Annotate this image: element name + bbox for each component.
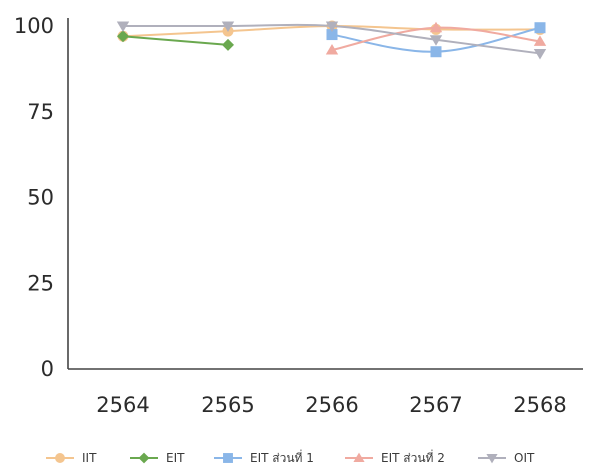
legend-marker bbox=[55, 453, 65, 463]
data-point bbox=[325, 44, 339, 55]
x-tick-label: 2568 bbox=[513, 393, 566, 417]
x-tick-label: 2567 bbox=[409, 393, 462, 417]
legend: IIT EIT EIT ส่วนที่ 1 EIT ส่วนที่ 2 OIT bbox=[46, 449, 535, 465]
legend-label: OIT bbox=[514, 451, 535, 465]
legend-item: IIT bbox=[46, 451, 97, 465]
legend-label: EIT bbox=[166, 451, 185, 465]
x-tick-label: 2564 bbox=[96, 393, 149, 417]
series-3 bbox=[325, 21, 547, 55]
legend-item: EIT ส่วนที่ 2 bbox=[345, 449, 445, 465]
legend-marker bbox=[223, 453, 233, 463]
y-tick-label: 100 bbox=[14, 14, 54, 38]
legend-marker bbox=[353, 452, 365, 463]
legend-label: EIT ส่วนที่ 1 bbox=[250, 449, 314, 465]
x-tick-label: 2566 bbox=[305, 393, 358, 417]
series-2 bbox=[326, 22, 546, 58]
data-point bbox=[533, 35, 547, 46]
data-point bbox=[430, 46, 442, 58]
data-point bbox=[533, 48, 547, 60]
series-1 bbox=[117, 30, 234, 51]
y-tick-label: 0 bbox=[41, 357, 54, 381]
x-tick-label: 2565 bbox=[201, 393, 254, 417]
data-point bbox=[222, 38, 234, 51]
legend-item: EIT ส่วนที่ 1 bbox=[214, 449, 314, 465]
legend-marker bbox=[486, 453, 498, 464]
series-layer bbox=[116, 20, 547, 60]
y-tick-label: 75 bbox=[27, 100, 54, 124]
data-point bbox=[429, 21, 443, 33]
legend-item: EIT bbox=[130, 451, 185, 465]
data-point bbox=[326, 29, 338, 41]
data-point bbox=[325, 21, 339, 32]
y-tick-label: 50 bbox=[27, 186, 54, 210]
y-tick-label: 25 bbox=[27, 271, 54, 295]
data-point bbox=[429, 35, 443, 46]
axes: 0 25 50 75 100 2564 2565 2566 2567 2568 bbox=[14, 14, 583, 417]
data-point bbox=[116, 21, 130, 32]
legend-item: OIT bbox=[478, 451, 535, 465]
series-line bbox=[122, 35, 229, 46]
data-point bbox=[117, 30, 129, 43]
legend-marker bbox=[138, 452, 150, 464]
series-4 bbox=[116, 21, 547, 60]
legend-label: EIT ส่วนที่ 2 bbox=[381, 449, 445, 465]
legend-label: IIT bbox=[82, 451, 97, 465]
data-point bbox=[221, 21, 235, 32]
data-point bbox=[534, 22, 546, 34]
